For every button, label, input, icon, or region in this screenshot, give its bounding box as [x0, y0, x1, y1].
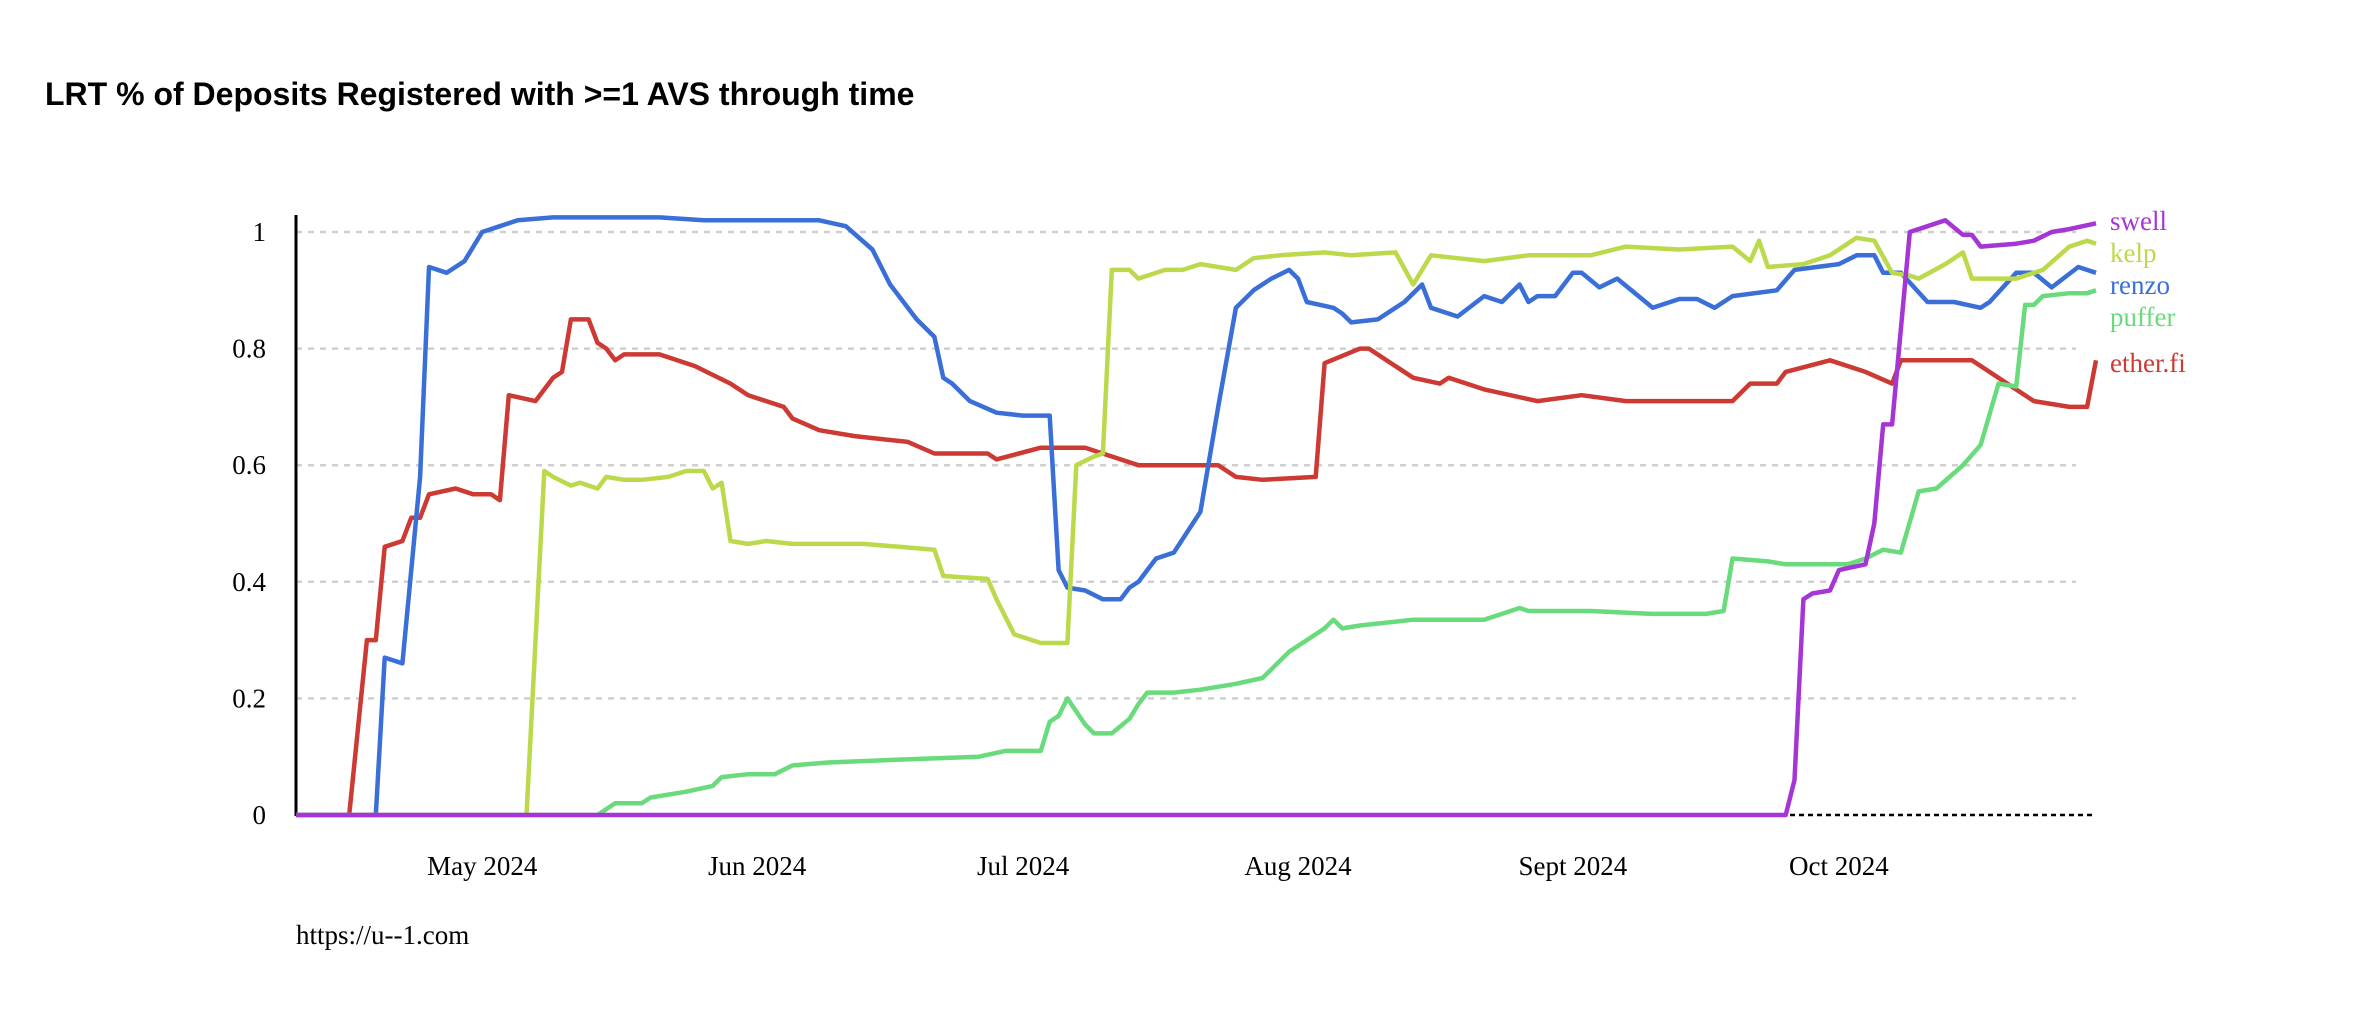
- series-line-puffer: [296, 288, 2097, 818]
- chart-title: LRT % of Deposits Registered with >=1 AV…: [45, 76, 915, 112]
- y-tick-label: 0.8: [232, 334, 266, 364]
- series-line-renzo: [296, 215, 2097, 818]
- y-axis-ticks: 0 0.2 0.4 0.6 0.8 1: [232, 217, 266, 830]
- x-tick-label: Oct 2024: [1789, 851, 1889, 881]
- series-label: swell: [2110, 206, 2167, 236]
- y-tick-label: 0: [253, 800, 267, 830]
- x-axis-ticks: May 2024 Jun 2024 Jul 2024 Aug 2024 Sept 202…: [427, 851, 1889, 881]
- x-tick-label: Aug 2024: [1244, 851, 1352, 881]
- source-link[interactable]: https://u--1.com: [296, 920, 470, 950]
- series-line-swell: [296, 218, 2097, 818]
- y-tick-label: 1: [253, 217, 267, 247]
- y-tick-label: 0.4: [232, 567, 266, 597]
- series-line-etherfi: [296, 317, 2099, 818]
- y-tick-label: 0.6: [232, 450, 266, 480]
- series-label: ether.fi: [2110, 348, 2186, 378]
- series-lines: [296, 215, 2099, 818]
- series-label: kelp: [2110, 238, 2157, 268]
- series-label: renzo: [2110, 270, 2170, 300]
- x-tick-label: May 2024: [427, 851, 538, 881]
- y-tick-label: 0.2: [232, 683, 266, 713]
- series-label: puffer: [2110, 302, 2175, 332]
- x-tick-label: Jun 2024: [708, 851, 807, 881]
- x-tick-label: Jul 2024: [977, 851, 1070, 881]
- series-line-kelp: [296, 235, 2097, 818]
- x-tick-label: Sept 2024: [1518, 851, 1627, 881]
